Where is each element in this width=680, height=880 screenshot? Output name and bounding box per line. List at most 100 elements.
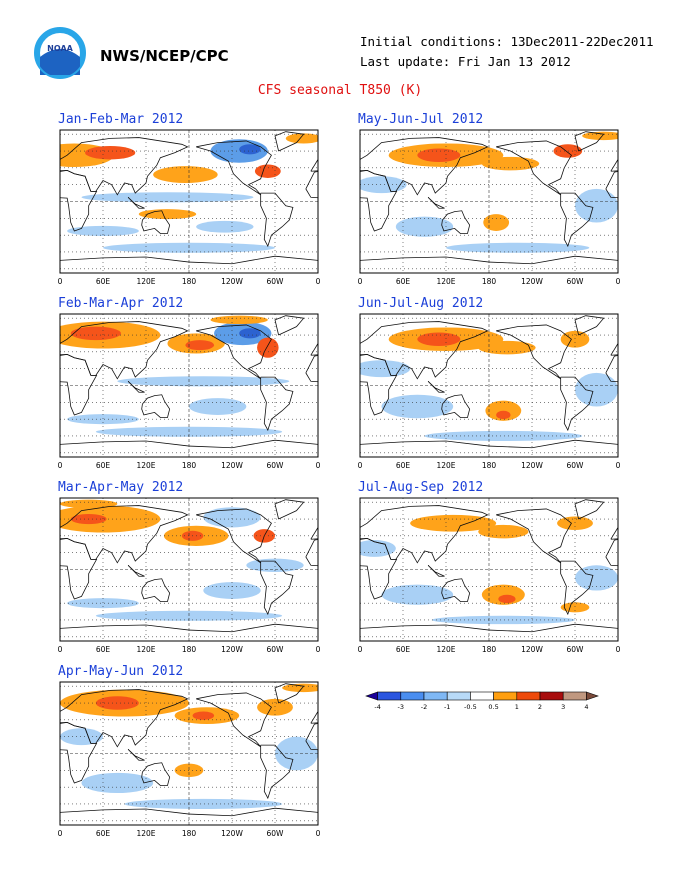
map-may-jun-jul: 80N60N40N20NEQ20S40S60S80S060E120E180120… <box>358 129 621 284</box>
panel-title: Jul-Aug-Sep 2012 <box>358 480 484 495</box>
colorbar-tick-label: 4 <box>584 703 588 711</box>
anomaly-region <box>81 192 254 203</box>
main-title: CFS seasonal T850 (K) <box>257 83 423 98</box>
panel-may-jun-jul: May-Jun-Jul 2012 80N60N40N20NEQ20S40S60S… <box>358 112 658 284</box>
coastline <box>260 560 294 616</box>
map-apr-may-jun: 80N60N40N20NEQ20S40S60S80S060E120E180120… <box>58 681 321 836</box>
anomaly-region <box>560 330 590 348</box>
lon-label: 0 <box>316 461 321 468</box>
map-feb-mar-apr: 80N60N40N20NEQ20S40S60S80S060E120E180120… <box>58 313 321 468</box>
lon-label: 120W <box>521 461 543 468</box>
map-frame <box>59 313 319 458</box>
coastline <box>141 210 171 234</box>
map-mar-apr-may: 80N60N40N20NEQ20S40S60S80S060E120E180120… <box>58 497 321 652</box>
anomaly-region <box>575 372 618 407</box>
lon-label: 120W <box>221 645 243 652</box>
lon-label: 120E <box>136 277 155 284</box>
lon-label: 120E <box>436 645 455 652</box>
anomaly-region <box>417 332 461 346</box>
lon-label: 0 <box>316 829 321 836</box>
colorbar-swatch <box>562 691 587 701</box>
panel-mar-apr-may: Mar-Apr-May 2012 80N60N40N20NEQ20S40S60S… <box>58 480 358 652</box>
colorbar-tick-label: 1 <box>515 703 519 711</box>
coastline <box>441 210 471 234</box>
lon-label: 60E <box>96 277 111 284</box>
anomaly-region <box>60 728 103 746</box>
lon-label: 0 <box>58 829 63 836</box>
anomaly-region <box>189 398 247 415</box>
anomaly-region <box>210 315 268 325</box>
coastline <box>560 376 594 432</box>
colorbar: -4 -3 -2 -1 -0.5 0.5 1 2 3 4 <box>365 691 599 711</box>
colorbar-tick-label: 2 <box>538 703 542 711</box>
anomaly-region <box>85 145 136 160</box>
colorbar-tick-label: -4 <box>374 703 380 711</box>
coastline <box>560 192 594 248</box>
lon-label: 120W <box>521 277 543 284</box>
anomaly-region <box>498 594 516 604</box>
coastline <box>188 255 318 265</box>
lon-label: 0 <box>58 461 63 468</box>
lon-label: 60E <box>396 461 411 468</box>
coastline <box>60 169 98 232</box>
anomaly-region <box>410 514 497 532</box>
anomaly-region <box>153 166 218 183</box>
colorbar-tick-label: -3 <box>398 703 404 711</box>
lon-label: 180 <box>182 277 197 284</box>
lon-label: 60W <box>267 829 285 836</box>
lon-label: 60E <box>396 645 411 652</box>
lon-label: 60W <box>567 645 585 652</box>
anomaly-region <box>496 410 511 420</box>
anomaly-region <box>478 524 529 539</box>
anomaly-region <box>446 242 590 253</box>
anomaly-region <box>67 598 139 609</box>
colorbar-tick-label: -2 <box>421 703 427 711</box>
lon-label: 0 <box>316 645 321 652</box>
anomaly-region <box>257 337 279 358</box>
map-field <box>360 314 618 457</box>
panel-jun-jul-aug: Jun-Jul-Aug 2012 80N60N40N20NEQ20S40S60S… <box>358 296 658 468</box>
map-frame <box>59 129 319 274</box>
lon-label: 0 <box>358 277 363 284</box>
anomaly-region <box>360 176 407 194</box>
map-jan-feb-mar: 80N60N40N20NEQ20S40S60S80S060E120E180120… <box>58 129 321 284</box>
lon-label: 180 <box>482 277 497 284</box>
anomaly-region <box>117 376 290 387</box>
lon-label: 120E <box>436 461 455 468</box>
panel-title: May-Jun-Jul 2012 <box>358 112 484 127</box>
lon-label: 60E <box>396 277 411 284</box>
anomaly-region <box>381 584 454 605</box>
panel-apr-may-jun: Apr-May-Jun 2012 80N60N40N20NEQ20S40S60S… <box>58 664 358 836</box>
coastline <box>274 131 305 152</box>
colorbar-swatch <box>446 691 471 701</box>
map-field <box>60 314 318 457</box>
panel-title: Feb-Mar-Apr 2012 <box>58 296 184 311</box>
lon-label: 0 <box>616 277 621 284</box>
colorbar-swatch <box>400 691 425 701</box>
anomaly-region <box>395 216 454 237</box>
coastline <box>360 440 490 447</box>
coastline <box>360 169 398 232</box>
lon-label: 180 <box>482 461 497 468</box>
colorbar-tick-label: -0.5 <box>464 703 477 711</box>
panel-feb-mar-apr: Feb-Mar-Apr 2012 80N60N40N20NEQ20S40S60S… <box>58 296 358 468</box>
panel-title: Mar-Apr-May 2012 <box>58 480 184 495</box>
lon-label: 60W <box>567 277 585 284</box>
coastline <box>360 537 398 600</box>
lon-label: 0 <box>316 277 321 284</box>
coastline <box>141 578 171 602</box>
lon-label: 120W <box>221 829 243 836</box>
panel-jul-aug-sep: Jul-Aug-Sep 2012 80N60N40N20NEQ20S40S60S… <box>358 480 658 652</box>
lon-label: 120E <box>136 829 155 836</box>
anomaly-region <box>203 507 261 528</box>
colorbar-tick-label: -1 <box>444 703 450 711</box>
anomaly-region <box>95 696 139 710</box>
map-frame <box>59 681 319 826</box>
anomaly-region <box>483 214 510 231</box>
coastline <box>488 255 618 265</box>
coastline <box>274 499 305 520</box>
coastline <box>441 578 471 602</box>
anomaly-region <box>575 565 618 591</box>
org-label: NWS/NCEP/CPC <box>100 47 229 65</box>
anomaly-region <box>60 499 118 509</box>
